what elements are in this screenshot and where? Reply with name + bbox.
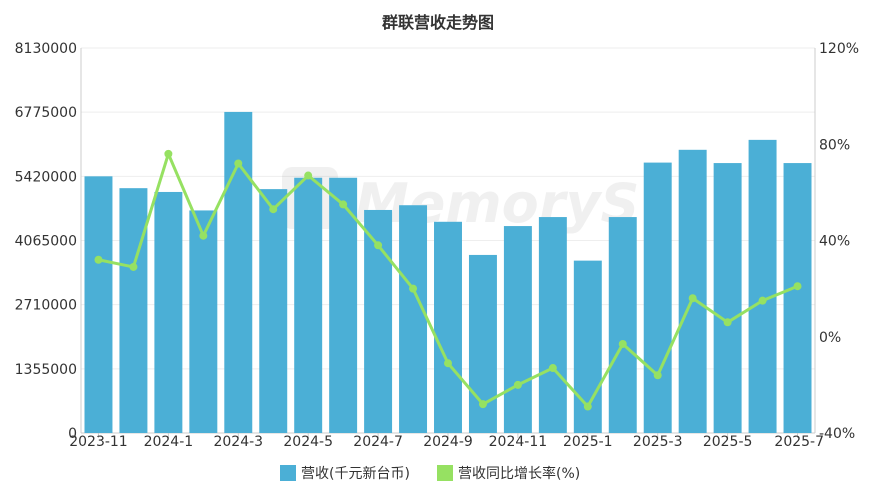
y-left-tick-label: 2710000	[15, 298, 77, 314]
bar	[503, 226, 532, 433]
legend: 营收(千元新台币) 营收同比增长率(%)	[280, 465, 580, 482]
y-right-tick-label: -40%	[819, 426, 855, 442]
growth-point	[513, 380, 522, 389]
growth-point	[653, 371, 662, 380]
y-left-tick-label: 4065000	[15, 234, 77, 250]
x-tick-label: 2024-5	[283, 434, 333, 450]
bar	[748, 139, 777, 433]
bar	[259, 189, 288, 433]
bar	[678, 149, 707, 433]
growth-point	[688, 294, 697, 303]
growth-point	[304, 171, 313, 180]
growth-point	[444, 359, 452, 368]
x-tick-label: 2025-1	[563, 434, 613, 450]
y-right-tick-label: 40%	[819, 234, 850, 250]
y-axis-right: -40% 0% 40% 80% 120%	[819, 41, 859, 442]
growth-point	[129, 262, 138, 271]
x-tick-label: 2025-7	[774, 434, 824, 450]
bar	[294, 177, 323, 433]
x-tick-label: 2025-5	[703, 434, 753, 450]
x-tick-label: 2023-11	[69, 434, 128, 450]
y-left-tick-label: 0	[68, 426, 77, 442]
legend-swatch-revenue	[280, 465, 296, 481]
bar	[643, 162, 672, 433]
bar	[434, 221, 462, 433]
bar	[608, 217, 637, 433]
growth-point	[583, 402, 592, 411]
x-tick-label: 2024-3	[213, 434, 263, 450]
bar	[329, 177, 358, 433]
growth-point	[793, 282, 802, 291]
bar	[399, 205, 428, 433]
growth-point	[478, 400, 487, 409]
bar	[783, 163, 812, 433]
growth-point	[199, 231, 208, 240]
chart-title: 群联营收走势图	[382, 13, 494, 32]
growth-point	[758, 296, 767, 305]
growth-point	[374, 241, 383, 250]
x-tick-label: 2024-7	[353, 434, 403, 450]
y-left-tick-label: 5420000	[15, 169, 77, 185]
growth-point	[409, 284, 418, 293]
bar	[84, 176, 113, 433]
growth-point	[234, 159, 243, 168]
legend-label-revenue: 营收(千元新台币)	[301, 466, 410, 482]
growth-point	[723, 318, 732, 327]
bar	[713, 163, 742, 433]
bar	[538, 217, 567, 433]
growth-point	[618, 339, 627, 348]
x-tick-label: 2025-3	[633, 434, 683, 450]
bar-series	[84, 111, 812, 434]
y-left-tick-label: 6775000	[15, 105, 77, 121]
legend-label-growth: 营收同比增长率(%)	[458, 465, 580, 482]
y-left-tick-label: 1355000	[15, 362, 77, 378]
x-tick-label: 2024-11	[489, 434, 548, 450]
y-axis-left: 0 1355000 2710000 4065000 5420000 6775000 8130…	[15, 41, 77, 442]
legend-swatch-growth	[437, 465, 453, 481]
watermark-text: MemoryS	[355, 172, 639, 235]
growth-point	[548, 364, 557, 373]
y-right-tick-label: 80%	[819, 137, 850, 153]
bar	[189, 210, 218, 433]
growth-point	[339, 200, 348, 209]
y-right-tick-label: 0%	[819, 330, 841, 346]
bar	[154, 191, 183, 433]
y-right-tick-label: 120%	[819, 41, 859, 57]
x-axis: 2023-11 2024-1 2024-3 2024-5 2024-7 2024-9 202…	[69, 433, 824, 450]
line-series	[94, 149, 802, 411]
growth-point	[164, 149, 173, 158]
x-tick-label: 2024-1	[144, 434, 194, 450]
x-tick-label: 2024-9	[423, 434, 473, 450]
growth-point	[94, 255, 103, 264]
growth-point	[269, 205, 278, 214]
y-left-tick-label: 8130000	[15, 41, 77, 57]
bar	[119, 188, 148, 433]
